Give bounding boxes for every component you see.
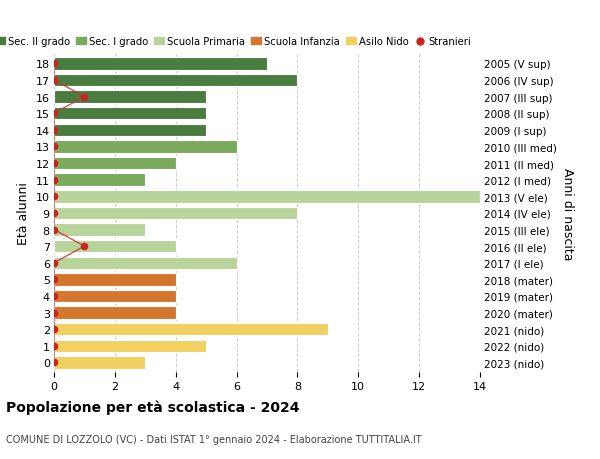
Bar bbox=[54, 58, 267, 70]
Text: Popolazione per età scolastica - 2024: Popolazione per età scolastica - 2024 bbox=[6, 399, 299, 414]
Bar bbox=[54, 224, 145, 236]
Bar bbox=[54, 290, 176, 302]
Bar bbox=[54, 274, 176, 286]
Bar bbox=[54, 257, 236, 269]
Legend: Sec. II grado, Sec. I grado, Scuola Primaria, Scuola Infanzia, Asilo Nido, Stran: Sec. II grado, Sec. I grado, Scuola Prim… bbox=[0, 37, 471, 47]
Y-axis label: Età alunni: Età alunni bbox=[17, 182, 30, 245]
Text: COMUNE DI LOZZOLO (VC) - Dati ISTAT 1° gennaio 2024 - Elaborazione TUTTITALIA.IT: COMUNE DI LOZZOLO (VC) - Dati ISTAT 1° g… bbox=[6, 434, 422, 444]
Bar bbox=[54, 74, 298, 87]
Bar bbox=[54, 307, 176, 319]
Bar bbox=[54, 241, 176, 253]
Bar bbox=[54, 340, 206, 353]
Bar bbox=[54, 141, 236, 153]
Bar bbox=[54, 124, 206, 137]
Bar bbox=[54, 108, 206, 120]
Bar bbox=[54, 323, 328, 336]
Bar bbox=[54, 174, 145, 186]
Bar bbox=[54, 207, 298, 220]
Bar bbox=[54, 157, 176, 170]
Y-axis label: Anni di nascita: Anni di nascita bbox=[561, 167, 574, 260]
Bar bbox=[54, 91, 206, 104]
Bar bbox=[54, 357, 145, 369]
Bar bbox=[54, 190, 480, 203]
